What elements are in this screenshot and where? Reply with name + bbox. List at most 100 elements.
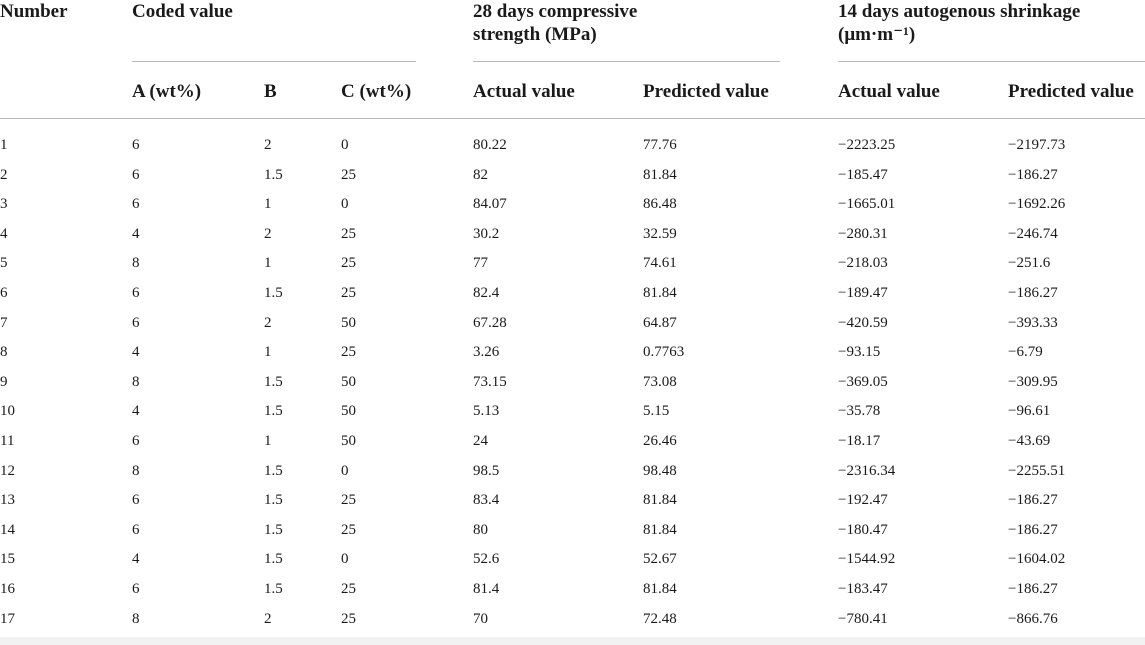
cell-b: 1 [264, 344, 272, 360]
cell-sh-predicted: −246.74 [1008, 226, 1058, 242]
cell-cs-actual: 84.07 [473, 196, 507, 212]
cell-b: 1 [264, 433, 272, 449]
cell-number: 12 [0, 463, 15, 479]
cell-b: 1.5 [264, 581, 283, 597]
cell-number: 10 [0, 403, 15, 419]
cell-cs-actual: 80.22 [473, 137, 507, 153]
cell-b: 1 [264, 255, 272, 271]
cell-sh-actual: −218.03 [838, 255, 888, 271]
cell-sh-actual: −180.47 [838, 522, 888, 538]
subheader-a: A (wt%) [132, 81, 202, 102]
cell-a: 8 [132, 463, 140, 479]
cell-sh-predicted: −2197.73 [1008, 137, 1066, 153]
compressive-underline [473, 61, 780, 62]
cell-cs-actual: 80 [473, 522, 488, 538]
cell-c: 25 [341, 581, 356, 597]
cell-number: 11 [0, 433, 15, 449]
cell-a: 6 [132, 315, 140, 331]
cell-number: 5 [0, 255, 8, 271]
cell-c: 25 [341, 492, 356, 508]
subheader-cs-predicted: Predicted value [643, 81, 769, 102]
cell-sh-actual: −2316.34 [838, 463, 896, 479]
cell-cs-actual: 24 [473, 433, 488, 449]
subheader-cs-actual: Actual value [473, 81, 575, 102]
cell-b: 1.5 [264, 492, 283, 508]
cell-sh-predicted: −186.27 [1008, 492, 1058, 508]
cell-number: 15 [0, 551, 15, 567]
cell-b: 1.5 [264, 463, 283, 479]
cell-a: 6 [132, 522, 140, 538]
cell-sh-predicted: −186.27 [1008, 522, 1058, 538]
cell-cs-predicted: 81.84 [643, 522, 677, 538]
cell-a: 6 [132, 196, 140, 212]
cell-sh-actual: −280.31 [838, 226, 888, 242]
cell-cs-actual: 5.13 [473, 403, 500, 419]
cell-a: 6 [132, 167, 140, 183]
subheader-sh-actual: Actual value [838, 81, 940, 102]
cell-sh-predicted: −186.27 [1008, 285, 1058, 301]
cell-cs-actual: 81.4 [473, 581, 500, 597]
cell-cs-actual: 73.15 [473, 374, 507, 390]
cell-number: 2 [0, 167, 8, 183]
cell-a: 8 [132, 374, 140, 390]
cell-cs-predicted: 77.76 [643, 137, 677, 153]
cell-sh-predicted: −186.27 [1008, 167, 1058, 183]
cell-sh-actual: −2223.25 [838, 137, 896, 153]
cell-cs-actual: 98.5 [473, 463, 500, 479]
cell-sh-actual: −420.59 [838, 315, 888, 331]
cell-a: 4 [132, 226, 140, 242]
cell-sh-predicted: −309.95 [1008, 374, 1058, 390]
cell-c: 25 [341, 167, 356, 183]
cell-number: 6 [0, 285, 8, 301]
cell-number: 8 [0, 344, 8, 360]
cell-sh-actual: −780.41 [838, 611, 888, 627]
cell-cs-actual: 82 [473, 167, 488, 183]
cell-c: 25 [341, 255, 356, 271]
cell-cs-predicted: 0.7763 [643, 344, 685, 360]
cell-b: 1 [264, 196, 272, 212]
cell-cs-predicted: 52.67 [643, 551, 677, 567]
cell-sh-predicted: −186.27 [1008, 581, 1058, 597]
cell-c: 25 [341, 226, 356, 242]
cell-number: 4 [0, 226, 8, 242]
cell-sh-actual: −18.17 [838, 433, 881, 449]
cell-cs-predicted: 81.84 [643, 285, 677, 301]
cell-cs-actual: 67.28 [473, 315, 507, 331]
header-coded-value: Coded value [132, 1, 233, 22]
cell-cs-actual: 70 [473, 611, 488, 627]
cell-a: 4 [132, 403, 140, 419]
cell-sh-predicted: −1604.02 [1008, 551, 1066, 567]
cell-sh-predicted: −43.69 [1008, 433, 1051, 449]
cell-b: 2 [264, 226, 272, 242]
cell-cs-actual: 30.2 [473, 226, 500, 242]
header-bottom-rule [0, 118, 1145, 119]
cell-sh-actual: −185.47 [838, 167, 888, 183]
table-bottom-band [0, 637, 1145, 645]
header-shrinkage-line2: (μm·m⁻¹) [838, 24, 916, 45]
cell-sh-actual: −1665.01 [838, 196, 896, 212]
cell-a: 6 [132, 285, 140, 301]
cell-b: 1.5 [264, 403, 283, 419]
cell-cs-predicted: 81.84 [643, 167, 677, 183]
cell-sh-predicted: −251.6 [1008, 255, 1051, 271]
cell-c: 25 [341, 344, 356, 360]
cell-a: 6 [132, 581, 140, 597]
cell-cs-predicted: 32.59 [643, 226, 677, 242]
cell-sh-predicted: −1692.26 [1008, 196, 1066, 212]
cell-b: 1.5 [264, 522, 283, 538]
cell-cs-predicted: 73.08 [643, 374, 677, 390]
cell-cs-predicted: 81.84 [643, 492, 677, 508]
cell-cs-predicted: 81.84 [643, 581, 677, 597]
cell-cs-actual: 52.6 [473, 551, 500, 567]
cell-sh-actual: −189.47 [838, 285, 888, 301]
cell-cs-predicted: 98.48 [643, 463, 677, 479]
cell-sh-actual: −93.15 [838, 344, 881, 360]
coded-value-underline [132, 61, 416, 62]
header-shrinkage-line1: 14 days autogenous shrinkage [838, 1, 1081, 22]
cell-c: 0 [341, 551, 349, 567]
cell-cs-predicted: 72.48 [643, 611, 677, 627]
cell-cs-actual: 77 [473, 255, 488, 271]
cell-c: 0 [341, 463, 349, 479]
subheader-c: C (wt%) [341, 81, 412, 102]
cell-b: 1.5 [264, 285, 283, 301]
